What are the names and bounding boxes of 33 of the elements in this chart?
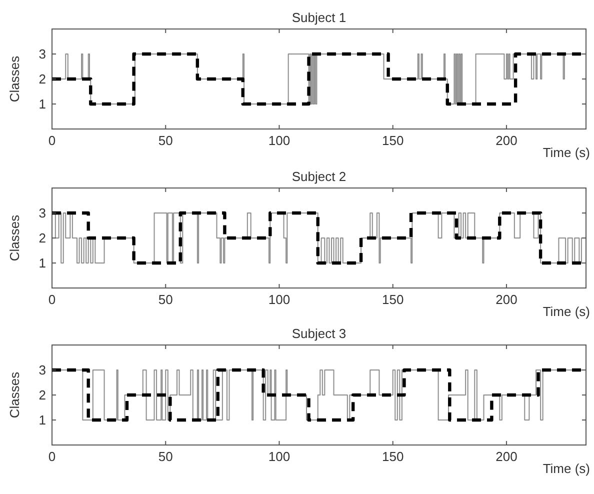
x-axis-title: Time (s) xyxy=(542,461,590,476)
y-tick-label: 1 xyxy=(38,412,46,428)
y-tick-label: 3 xyxy=(38,206,46,220)
x-tick-label: 100 xyxy=(268,449,290,464)
x-tick-label: 200 xyxy=(496,292,518,307)
y-axis-title: Classes xyxy=(7,55,22,102)
x-axis-title: Time (s) xyxy=(542,145,590,160)
x-axis-title: Time (s) xyxy=(542,304,590,319)
chart-title: Subject 2 xyxy=(292,169,346,184)
x-tick-label: 100 xyxy=(268,292,290,307)
chart-title: Subject 3 xyxy=(292,326,346,341)
chart-title: Subject 1 xyxy=(292,10,346,25)
x-tick-label: 0 xyxy=(48,449,56,464)
x-tick-label: 150 xyxy=(382,449,404,464)
x-tick-label: 150 xyxy=(382,292,404,307)
x-tick-label: 200 xyxy=(496,133,518,148)
y-axis-title: Classes xyxy=(7,214,22,262)
x-tick-label: 50 xyxy=(158,449,173,464)
y-tick-label: 2 xyxy=(38,72,46,86)
x-tick-label: 100 xyxy=(268,133,290,148)
y-tick-label: 2 xyxy=(38,388,46,402)
y-axis-title: Classes xyxy=(7,371,22,418)
x-tick-label: 200 xyxy=(496,449,518,464)
y-tick-label: 3 xyxy=(38,362,46,378)
y-tick-label: 1 xyxy=(38,256,46,270)
y-tick-label: 3 xyxy=(38,46,46,62)
x-tick-label: 0 xyxy=(48,292,56,307)
y-tick-label: 2 xyxy=(38,230,46,246)
x-tick-label: 150 xyxy=(382,133,404,148)
x-tick-label: 50 xyxy=(158,292,173,307)
x-tick-label: 0 xyxy=(48,133,56,148)
x-tick-label: 50 xyxy=(158,133,173,148)
y-tick-label: 1 xyxy=(38,96,46,112)
